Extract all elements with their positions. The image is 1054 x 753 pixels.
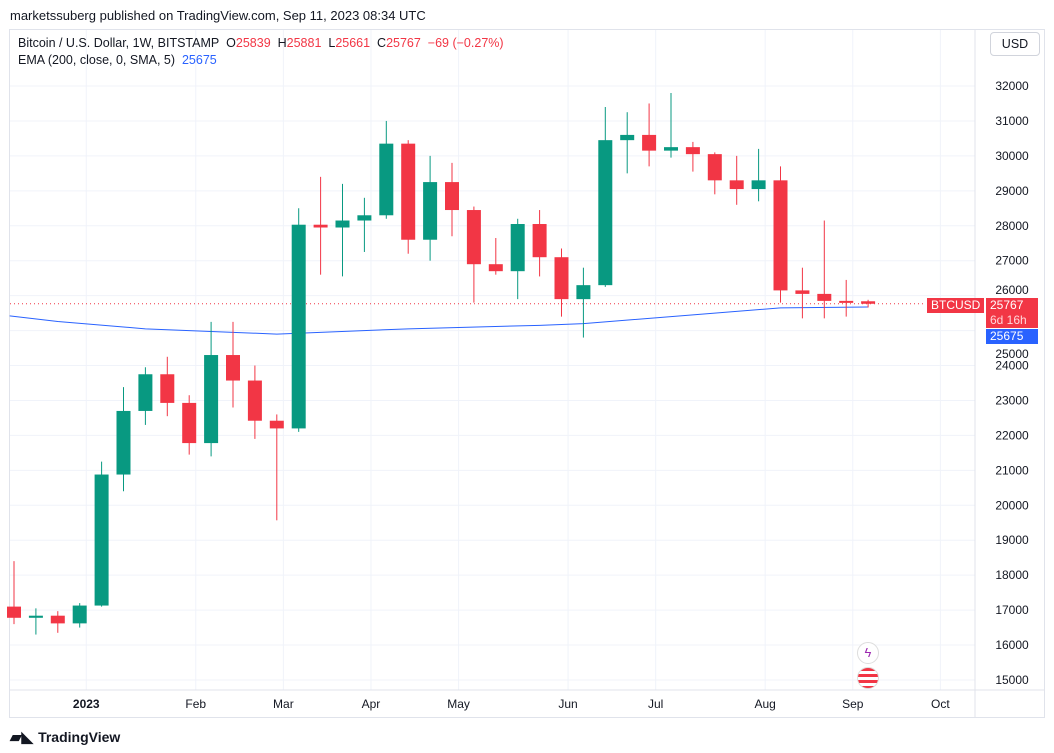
candle-up — [291, 224, 306, 429]
candle-down — [707, 154, 722, 181]
x-tick-label: 2023 — [73, 697, 100, 711]
x-tick-label: Jun — [558, 697, 577, 711]
y-tick-label: 32000 — [995, 79, 1029, 93]
candle-down — [795, 290, 810, 294]
brand-name: TradingView — [38, 729, 121, 745]
candle-down — [817, 293, 832, 301]
y-tick-label: 23000 — [995, 393, 1029, 407]
candle-down — [861, 301, 876, 304]
change-value: −69 (−0.27%) — [427, 36, 504, 50]
candle-down — [445, 182, 459, 211]
y-tick-label: 18000 — [995, 568, 1029, 582]
x-tick-label: Oct — [931, 697, 950, 711]
candle-up — [423, 182, 438, 240]
candle-down — [773, 180, 788, 291]
y-tick-label: 16000 — [995, 638, 1029, 652]
y-tick-label: 15000 — [995, 673, 1029, 687]
candle-up — [379, 143, 394, 216]
candle-down — [466, 210, 481, 265]
candle-up — [204, 355, 219, 444]
x-tick-label: Sep — [842, 697, 864, 711]
candle-down — [50, 615, 65, 624]
candle-down — [729, 180, 744, 190]
last-price-tag: 25767 6d 16h — [986, 298, 1038, 328]
candle-up — [576, 285, 591, 300]
low-value: 25661 — [335, 36, 371, 50]
open-label: O — [226, 36, 236, 50]
candle-down — [313, 224, 328, 228]
candle-down — [7, 606, 21, 618]
y-tick-label: 29000 — [995, 184, 1029, 198]
candle-up — [664, 147, 678, 151]
y-tick-label: 30000 — [995, 149, 1029, 163]
candle-down — [160, 374, 175, 403]
candle-down — [642, 134, 657, 151]
candle-down — [685, 147, 700, 155]
ema-value: 25675 — [181, 53, 217, 67]
y-tick-label: 26000 — [995, 283, 1029, 297]
lightning-event-icon[interactable]: ϟ — [857, 642, 879, 664]
candle-up — [620, 134, 635, 141]
y-tick-label: 28000 — [995, 219, 1029, 233]
last-price: 25767 — [990, 298, 1024, 312]
close-value: 25767 — [386, 36, 421, 50]
y-tick-label: 25000 — [995, 347, 1029, 361]
close-label: C — [377, 36, 387, 50]
candle-down — [488, 264, 503, 272]
y-tick-label: 22000 — [995, 428, 1029, 442]
bar-countdown: 6d 16h — [990, 313, 1027, 327]
y-tick-label: 24000 — [995, 359, 1029, 373]
ema-line — [9, 306, 869, 335]
candle-up — [138, 374, 153, 411]
x-tick-label: Jul — [648, 697, 663, 711]
candle-up — [335, 220, 350, 228]
candle-down — [839, 300, 854, 303]
ema-price-tag: 25675 — [986, 329, 1038, 344]
candle-up — [28, 615, 43, 618]
candle-up — [510, 224, 525, 272]
tradingview-logo[interactable]: ▰◣ TradingView — [10, 728, 120, 746]
high-label: H — [277, 36, 287, 50]
x-tick-label: Aug — [754, 697, 775, 711]
candle-down — [247, 380, 262, 421]
candle-up — [94, 474, 109, 606]
y-tick-label: 31000 — [995, 114, 1029, 128]
ema-legend: EMA (200, close, 0, SMA, 5) 25675 — [18, 53, 217, 67]
symbol-title: Bitcoin / U.S. Dollar, 1W, BITSTAMP — [18, 36, 220, 50]
low-label: L — [328, 36, 336, 50]
y-tick-label: 27000 — [995, 254, 1029, 268]
tradingview-logo-icon: ▰◣ — [10, 729, 34, 746]
x-tick-label: Mar — [273, 697, 294, 711]
candle-up — [751, 180, 766, 190]
ema-label: EMA (200, close, 0, SMA, 5) — [18, 53, 176, 67]
candle-up — [116, 410, 131, 475]
currency-button[interactable]: USD — [990, 32, 1040, 56]
candle-down — [269, 420, 284, 429]
y-tick-label: 21000 — [995, 463, 1029, 477]
published-caption: marketssuberg published on TradingView.c… — [10, 8, 426, 23]
chart-frame[interactable] — [9, 29, 1045, 718]
y-tick-label: 20000 — [995, 498, 1029, 512]
symbol-price-tag: BTCUSD — [927, 298, 985, 313]
x-tick-label: Apr — [362, 697, 381, 711]
symbol-legend: Bitcoin / U.S. Dollar, 1W, BITSTAMP O258… — [18, 36, 504, 50]
y-tick-label: 19000 — [995, 533, 1029, 547]
candle-down — [554, 257, 569, 300]
high-value: 25881 — [286, 36, 322, 50]
y-tick-label: 17000 — [995, 603, 1029, 617]
candle-down — [226, 355, 240, 381]
candle-down — [182, 402, 197, 444]
open-value: 25839 — [235, 36, 271, 50]
candle-up — [72, 605, 87, 624]
candle-down — [401, 143, 416, 240]
candle-up — [598, 140, 613, 286]
x-tick-label: May — [447, 697, 470, 711]
us-economic-event-icon[interactable] — [857, 667, 879, 689]
candle-up — [357, 215, 372, 221]
x-tick-label: Feb — [185, 697, 206, 711]
candle-down — [532, 224, 547, 258]
